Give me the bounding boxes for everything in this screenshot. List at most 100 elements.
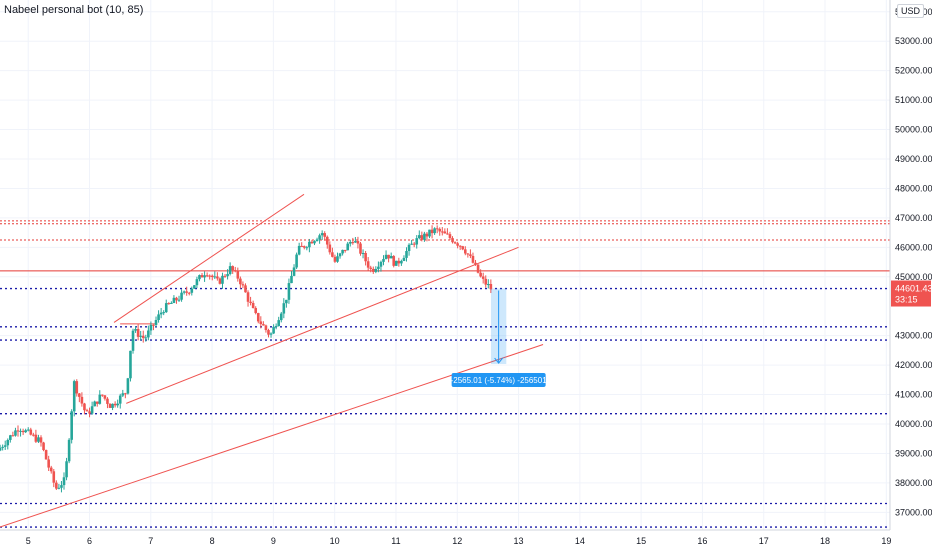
candle-body	[328, 244, 332, 253]
candle-body	[292, 267, 296, 276]
candle-body	[471, 255, 475, 263]
candle-body	[193, 285, 196, 289]
candle-body	[62, 477, 66, 486]
candle-body	[78, 393, 81, 397]
candle-body	[241, 284, 245, 286]
candle-body	[336, 256, 339, 262]
candle-body	[387, 254, 390, 259]
candle-body	[435, 228, 439, 230]
candle-body	[285, 299, 288, 304]
trendline	[113, 193, 305, 323]
y-tick-label: 42000.00	[895, 360, 932, 370]
candle-body	[295, 254, 298, 268]
candle-body	[415, 238, 419, 245]
candle-body	[65, 461, 68, 478]
candle-body	[113, 403, 117, 406]
candle-body	[60, 485, 63, 488]
candle-body	[159, 312, 163, 315]
candle-body	[108, 403, 112, 408]
candle-body	[195, 279, 199, 286]
candle-body	[172, 297, 176, 303]
candle-body	[24, 430, 27, 433]
candle-body	[364, 253, 367, 262]
trendlines	[0, 193, 544, 528]
y-tick-label: 38000.00	[895, 478, 932, 488]
candle-body	[1, 446, 4, 448]
candle-body	[124, 393, 127, 395]
candle-body	[425, 233, 429, 237]
currency-badge[interactable]: USD	[897, 4, 925, 18]
candle-body	[354, 241, 357, 243]
candle-body	[323, 233, 327, 237]
x-tick-label: 6	[87, 536, 92, 546]
candle-body	[325, 236, 329, 245]
candle-body	[359, 243, 362, 254]
candle-body	[101, 394, 104, 396]
candle-body	[302, 246, 306, 248]
x-tick-label: 17	[759, 536, 769, 546]
y-tick-label: 40000.00	[895, 419, 932, 429]
candle-body	[139, 335, 142, 337]
candle-body	[256, 313, 260, 322]
candle-body	[412, 243, 416, 245]
chart-grid	[0, 0, 890, 530]
candle-body	[126, 378, 130, 394]
candle-body	[338, 253, 342, 257]
candle-body	[463, 249, 467, 254]
x-tick-label: 13	[514, 536, 524, 546]
y-tick-label: 37000.00	[895, 507, 932, 517]
candle-body	[382, 258, 385, 262]
candle-body	[267, 330, 270, 335]
candle-body	[0, 447, 2, 451]
candle-body	[331, 252, 334, 257]
candle-body	[190, 288, 194, 293]
price-label-value: 44601.43	[895, 284, 932, 294]
candle-body	[244, 285, 247, 293]
candle-body	[402, 257, 406, 261]
candle-body	[11, 435, 15, 437]
time-axis-bg	[0, 530, 932, 550]
candle-body	[141, 335, 145, 338]
candle-body	[417, 235, 421, 239]
candle-body	[9, 435, 12, 440]
candle-body	[290, 275, 293, 284]
candle-body	[379, 261, 383, 267]
candle-body	[228, 266, 232, 275]
x-tick-label: 16	[697, 536, 707, 546]
candle-body	[19, 430, 22, 432]
candle-body	[397, 260, 401, 264]
candle-body	[216, 276, 219, 279]
candle-body	[93, 401, 96, 407]
x-tick-label: 19	[881, 536, 891, 546]
candle-body	[185, 291, 188, 293]
candle-body	[103, 395, 107, 399]
candle-body	[318, 235, 321, 240]
candle-body	[121, 393, 125, 396]
candle-body	[164, 303, 168, 313]
candle-body	[57, 487, 61, 489]
trendline	[126, 246, 519, 404]
candle-body	[198, 275, 201, 280]
candle-body	[90, 406, 94, 414]
candle-body	[384, 254, 388, 259]
candle-body	[394, 260, 398, 266]
price-axis-bg	[890, 0, 932, 550]
candle-body	[167, 303, 171, 305]
y-tick-label: 46000.00	[895, 242, 932, 252]
candle-body	[233, 270, 237, 272]
candle-body	[236, 270, 240, 279]
y-tick-label: 47000.00	[895, 213, 932, 223]
candle-body	[223, 275, 227, 277]
candle-body	[361, 253, 365, 255]
x-tick-label: 10	[330, 536, 340, 546]
candle-body	[3, 445, 7, 447]
candle-body	[162, 312, 165, 314]
candle-body	[287, 283, 291, 300]
candle-body	[392, 256, 396, 266]
y-tick-label: 45000.00	[895, 272, 932, 282]
candle-body	[49, 467, 53, 472]
y-tick-label: 43000.00	[895, 331, 932, 341]
candle-body	[430, 229, 434, 234]
candle-body	[147, 330, 150, 338]
